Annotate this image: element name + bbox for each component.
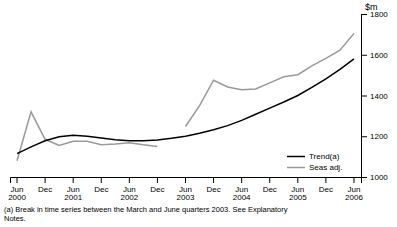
x-tick: Jun2003 (177, 177, 195, 202)
x-tick-mark (185, 177, 186, 183)
x-tick-label: Jun2003 (177, 185, 195, 203)
y-tick-label: 1200 (370, 132, 388, 141)
y-axis-line (362, 15, 368, 178)
x-tick-label-line: 2006 (345, 193, 363, 202)
x-tick-label: Jun2004 (233, 185, 251, 203)
x-tick-label-line: Dec (38, 185, 52, 194)
x-tick-mark (269, 177, 270, 183)
x-tick-label-line: 2000 (8, 193, 26, 202)
footnote-line: Notes. (4, 214, 26, 223)
x-tick: Jun2005 (289, 177, 307, 202)
x-tick-mark (129, 177, 130, 183)
x-tick-label: Jun2002 (120, 185, 138, 203)
x-tick-label-line: 2003 (177, 193, 195, 202)
x-tick-label-line: Jun (291, 185, 304, 194)
x-tick: Dec (319, 177, 333, 194)
plot: Jun2000DecJun2001DecJun2002DecJun2003Dec… (8, 2, 388, 202)
x-tick-label-line: Jun (235, 185, 248, 194)
y-tick: 1200 (361, 132, 388, 141)
x-tick-label-line: Jun (123, 185, 136, 194)
legend-label: Trend(a) (309, 152, 340, 161)
legend: Trend(a) Seas adj. (287, 152, 342, 172)
y-tick-label: 1000 (370, 173, 388, 182)
x-tick-label: Dec (206, 185, 220, 194)
x-tick-label: Dec (319, 185, 333, 194)
x-tick-mark (241, 177, 242, 183)
x-tick-label-line: 2001 (64, 193, 82, 202)
x-tick-mark (297, 177, 298, 183)
y-tick-label: 1600 (370, 51, 388, 60)
x-tick-label-line: 2004 (233, 193, 251, 202)
x-tick: Dec (150, 177, 164, 194)
x-axis-line (11, 178, 362, 184)
x-tick-label: Dec (94, 185, 108, 194)
y-axis: 10001200140016001800 (361, 10, 388, 182)
x-tick: Dec (206, 177, 220, 194)
x-tick-mark (17, 177, 18, 183)
legend-item: Trend(a) (287, 152, 340, 161)
y-tick: 1600 (361, 51, 388, 60)
legend-swatch (287, 156, 305, 158)
lines (17, 33, 354, 160)
y-tick-mark (361, 96, 367, 97)
x-tick-label-line: Dec (319, 185, 333, 194)
x-tick: Jun2000 (8, 177, 26, 202)
x-tick: Dec (94, 177, 108, 194)
x-tick-mark (157, 177, 158, 183)
y-tick-mark (361, 177, 367, 178)
footnote-line: (a) Break in time series between the Mar… (4, 205, 288, 214)
y-tick: 1400 (361, 92, 388, 101)
x-tick-label-line: Dec (94, 185, 108, 194)
x-tick-mark (45, 177, 46, 183)
x-tick-label-line: Jun (179, 185, 192, 194)
x-tick-mark (325, 177, 326, 183)
y-tick-label: 1400 (370, 92, 388, 101)
y-tick-mark (361, 55, 367, 56)
x-tick: Dec (263, 177, 277, 194)
x-axis: Jun2000DecJun2001DecJun2002DecJun2003Dec… (8, 177, 363, 202)
x-tick-label: Jun2001 (64, 185, 82, 203)
x-tick-label: Dec (38, 185, 52, 194)
x-tick-label: Jun2000 (8, 185, 26, 203)
x-tick: Dec (38, 177, 52, 194)
x-tick-label: Jun2006 (345, 185, 363, 203)
x-tick-label: Dec (150, 185, 164, 194)
y-axis-title: $m (365, 2, 378, 12)
chart: Jun2000DecJun2001DecJun2002DecJun2003Dec… (0, 0, 397, 227)
x-tick-label: Dec (263, 185, 277, 194)
series-line (17, 59, 354, 154)
y-tick-mark (361, 14, 367, 15)
x-tick-mark (73, 177, 74, 183)
legend-swatch (287, 167, 305, 169)
series-line (17, 33, 354, 160)
x-tick: Jun2006 (345, 177, 363, 202)
x-tick-mark (353, 177, 354, 183)
y-tick-mark (361, 136, 367, 137)
x-tick-mark (101, 177, 102, 183)
x-tick-label-line: Jun (348, 185, 361, 194)
y-tick: 1000 (361, 173, 388, 182)
x-tick-label: Jun2005 (289, 185, 307, 203)
x-tick-mark (213, 177, 214, 183)
x-tick-label-line: Dec (150, 185, 164, 194)
legend-label: Seas adj. (309, 163, 342, 172)
x-tick-label-line: Dec (206, 185, 220, 194)
x-tick-label-line: Jun (11, 185, 24, 194)
x-tick-label-line: Jun (67, 185, 80, 194)
x-tick: Jun2002 (120, 177, 138, 202)
legend-item: Seas adj. (287, 163, 342, 172)
footnote: (a) Break in time series between the Mar… (4, 205, 288, 223)
x-tick-label-line: Dec (263, 185, 277, 194)
x-tick: Jun2004 (233, 177, 251, 202)
x-tick-label-line: 2005 (289, 193, 307, 202)
x-tick: Jun2001 (64, 177, 82, 202)
x-tick-label-line: 2002 (120, 193, 138, 202)
